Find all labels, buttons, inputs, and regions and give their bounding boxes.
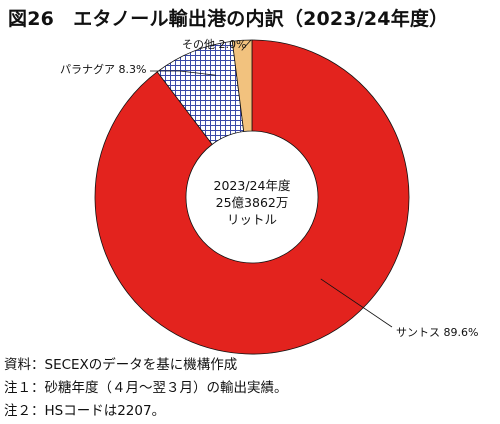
- slice-label-other: その他 2.0%: [182, 38, 246, 51]
- center-label-year: 2023/24年度: [214, 178, 291, 193]
- source-note: 資料：SECEXのデータを基に機構作成: [4, 357, 238, 373]
- leader-line-other: [241, 39, 252, 51]
- slice-santos: [94, 39, 410, 355]
- center-label-unit: リットル: [227, 212, 277, 227]
- notes: 資料：SECEXのデータを基に機構作成 注１：砂糖年度（４月～翌３月）の輸出実績…: [4, 354, 288, 423]
- leader-line-santos: [320, 278, 393, 328]
- note-2: 注２：HSコードは2207。: [4, 403, 166, 419]
- center-label-volume: 25億3862万: [216, 195, 289, 210]
- slice-label-paranagua: パラナグア 8.3%: [60, 62, 146, 76]
- center-label: 2023/24年度 25億3862万 リットル: [214, 178, 291, 227]
- slice-label-santos: サントス 89.6%: [396, 326, 478, 339]
- chart-title: 図26 エタノール輸出港の内訳（2023/24年度）: [8, 8, 449, 30]
- note-1: 注１：砂糖年度（４月～翌３月）の輸出実績。: [4, 380, 288, 396]
- leader-line-paranagua: [150, 70, 216, 76]
- slice-other: [231, 39, 253, 132]
